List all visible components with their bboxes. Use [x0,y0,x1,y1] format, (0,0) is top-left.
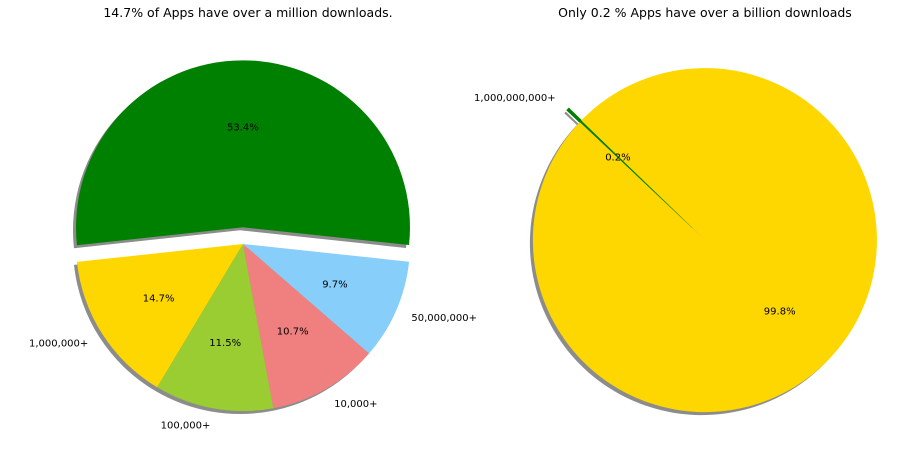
pie-slice-1-000-000 [76,244,244,388]
pie-slice-53-4 [75,60,410,246]
category-label-10-000: 10,000+ [334,399,377,410]
pie-slice-100-000 [157,244,274,411]
pct-label-9-7: 9.7% [322,280,347,291]
pct-label-53-4: 53.4% [227,123,259,134]
pie-million-slices: 9.7% 53.4% 14.7% 11.5% 10.7% 50,000,000+ 1,000… [29,60,477,431]
category-label-1-000-000-000: 1,000,000,000+ [474,93,556,104]
pct-label-99-8: 99.8% [764,307,796,318]
chart-title-million: 14.7% of Apps have over a million downlo… [103,5,392,20]
category-label-1-000-000: 1,000,000+ [29,339,88,350]
pct-label-0-2: 0.2% [605,152,630,163]
pie-billion-slices: 0.2% 99.8% 1,000,000,000+ [474,68,877,416]
pct-label-14-7: 14.7% [143,294,175,305]
pct-label-11-5: 11.5% [209,338,241,349]
pie-chart-billion: Only 0.2 % Apps have over a billion down… [474,5,877,416]
pct-label-10-7: 10.7% [277,327,309,338]
category-label-50-000-000: 50,000,000+ [411,313,477,324]
pie-slice-10-000 [243,244,370,409]
pie-slice-99-8 [532,68,877,413]
pie-chart-million: 14.7% of Apps have over a million downlo… [29,5,477,431]
pie-slice-50-000-000 [243,244,410,354]
category-label-100-000: 100,000+ [161,420,211,431]
pie-slice-1-000-000-000 [566,107,694,229]
chart-title-billion: Only 0.2 % Apps have over a billion down… [558,5,852,20]
